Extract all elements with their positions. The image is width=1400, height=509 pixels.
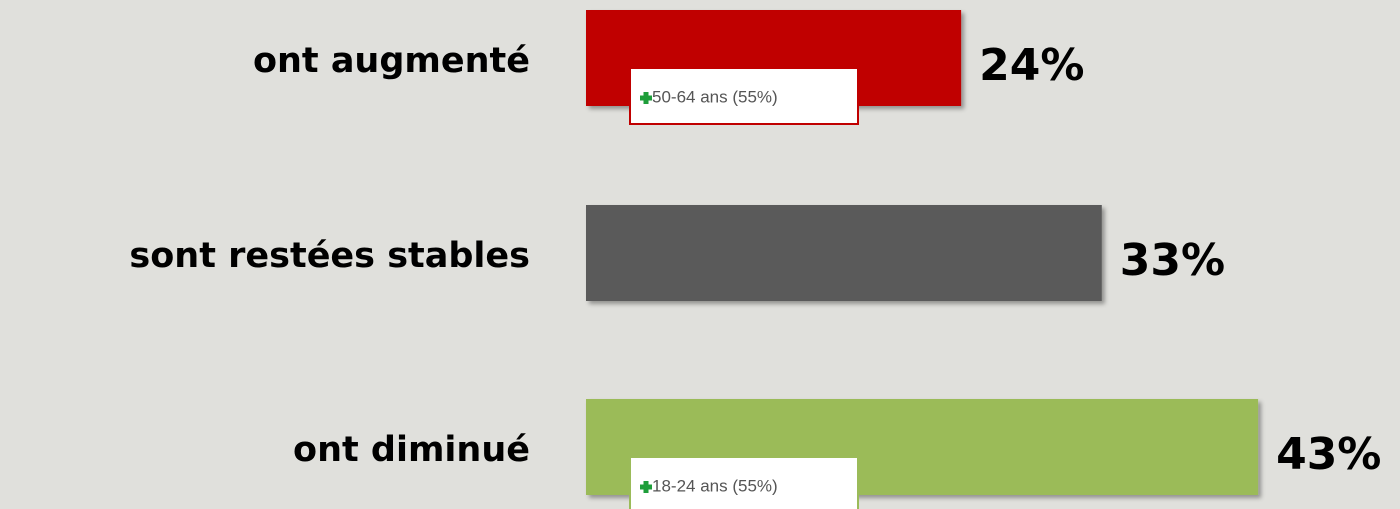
annotation-text: 50-64 ans (55%) <box>652 87 778 106</box>
annotation-box <box>629 67 859 125</box>
category-label: sont restées stables <box>129 236 530 276</box>
plus-icon <box>640 92 652 104</box>
category-label: ont diminué <box>293 430 530 470</box>
annotation: 18-24 ans (55%) <box>629 456 859 509</box>
plus-icon <box>640 481 652 493</box>
annotation-box <box>629 456 859 509</box>
value-label: 43% <box>1276 429 1381 480</box>
annotation-text: 18-24 ans (55%) <box>652 476 778 495</box>
bar <box>586 205 1102 301</box>
value-label: 24% <box>979 40 1084 91</box>
value-label: 33% <box>1120 235 1225 286</box>
annotation: 50-64 ans (55%) <box>629 67 859 125</box>
category-label: ont augmenté <box>253 41 530 81</box>
